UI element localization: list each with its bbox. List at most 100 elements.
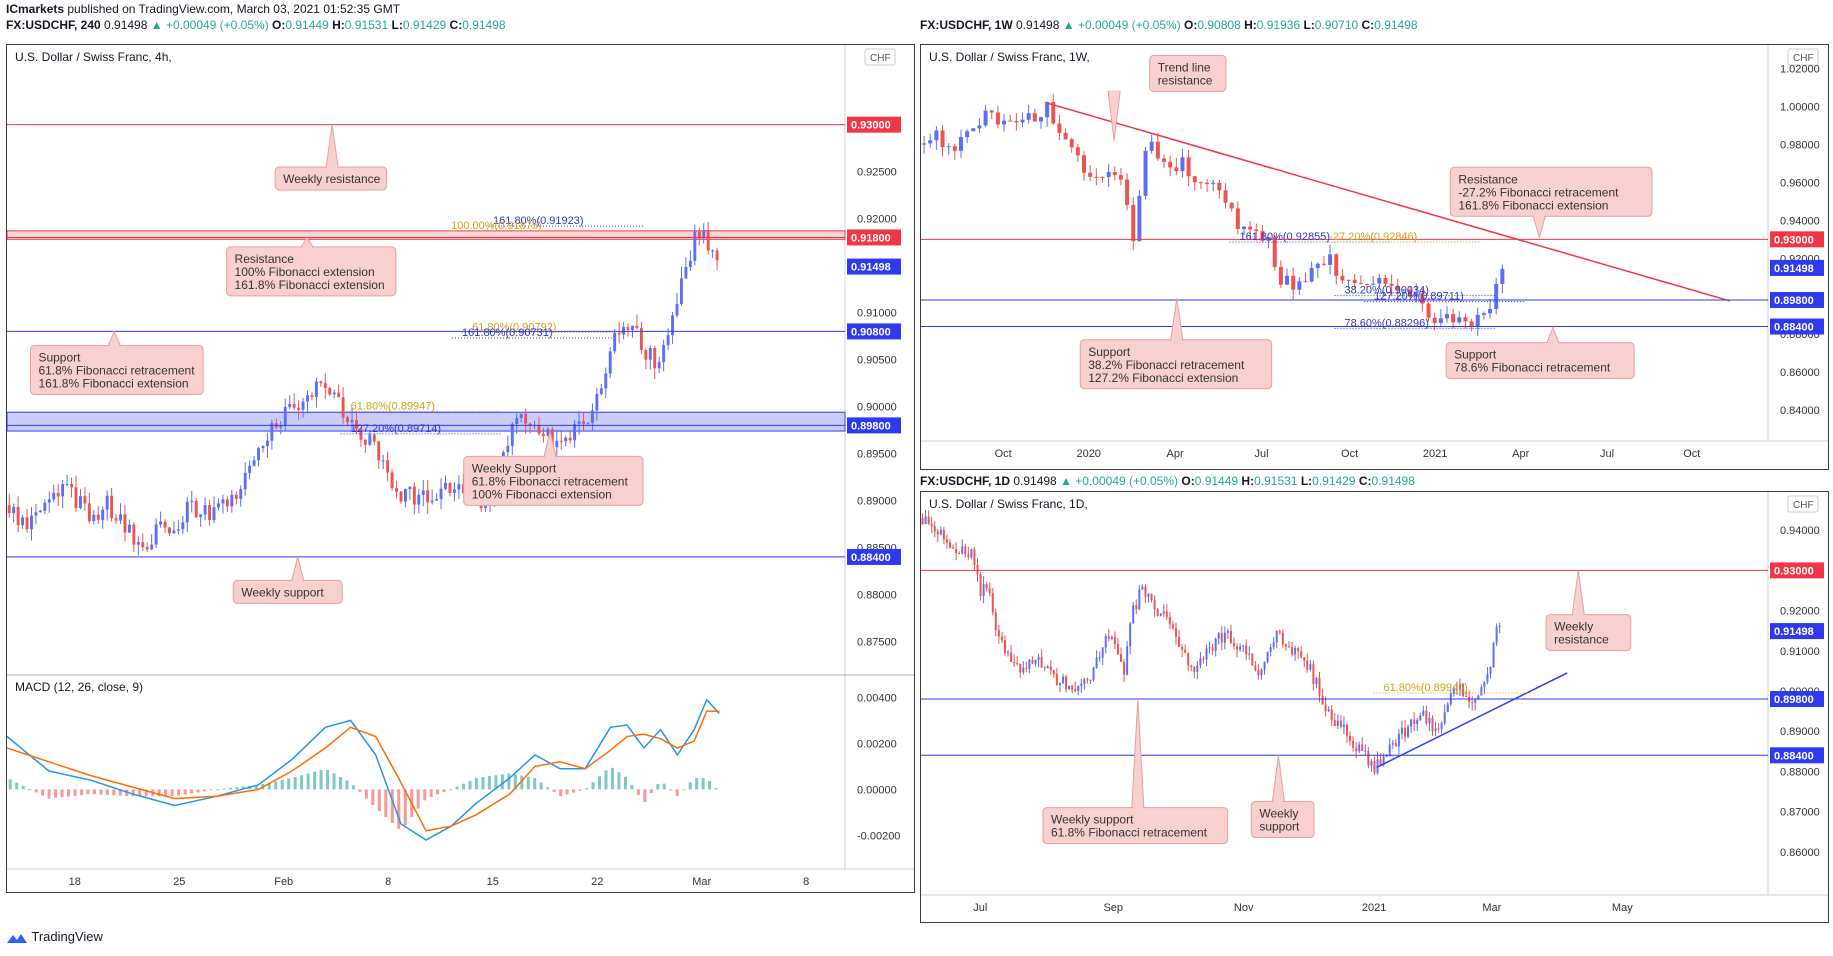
- candle-body: [1171, 624, 1174, 628]
- candle-body: [1474, 698, 1477, 703]
- candle-body: [1180, 157, 1185, 172]
- candle-body: [1080, 683, 1083, 686]
- candle-body: [1016, 663, 1019, 665]
- last-price: 0.91498: [1010, 474, 1061, 488]
- candle-body: [952, 547, 955, 549]
- candle-body: [971, 128, 976, 132]
- candle-body: [519, 413, 523, 419]
- callout-text: Support: [38, 351, 81, 365]
- candle-body: [928, 140, 933, 144]
- candle-body: [1236, 646, 1239, 650]
- tradingview-logo[interactable]: TradingView: [6, 929, 103, 945]
- low-label: L:: [1300, 474, 1313, 488]
- y-tick-label: 0.92500: [857, 167, 897, 179]
- candle-body: [1251, 653, 1254, 666]
- macd-histogram-bar: [610, 767, 614, 790]
- candle-body: [1223, 632, 1226, 643]
- candle-body: [1440, 723, 1443, 730]
- candle-body: [65, 483, 69, 485]
- candle-body: [1137, 195, 1142, 242]
- candle-body: [1358, 744, 1361, 752]
- macd-histogram-bar: [474, 777, 478, 790]
- candle-body: [265, 440, 269, 447]
- candle-body: [56, 492, 60, 497]
- macd-histogram-bar: [494, 775, 498, 790]
- candle-body: [702, 230, 706, 239]
- macd-histogram-bar: [513, 774, 517, 790]
- candle-body: [341, 397, 345, 418]
- x-tick-label: Oct: [1683, 448, 1700, 460]
- y-tick-label: 0.89500: [857, 449, 897, 461]
- candle-body: [1214, 638, 1217, 651]
- candle-body: [1306, 660, 1309, 670]
- symbol-header-4h: FX:USDCHF, 240 0.91498 ▲ +0.00049 (+0.05…: [6, 18, 506, 32]
- candle-body: [1014, 121, 1019, 123]
- currency-label-w1: CHF: [1793, 53, 1814, 64]
- candle-body: [573, 423, 577, 441]
- candle-body: [181, 522, 185, 530]
- candle-body: [537, 425, 541, 434]
- x-tick-label: Jul: [1254, 448, 1268, 460]
- candle-body: [1019, 663, 1022, 673]
- candle-body: [927, 516, 930, 524]
- candle-body: [1330, 709, 1333, 721]
- currency-box-h4: [864, 48, 896, 66]
- candle-body: [942, 529, 945, 540]
- candle-body: [955, 548, 958, 553]
- candle-body: [1266, 651, 1269, 663]
- candle-body: [1187, 653, 1190, 666]
- callout-text: 38.2% Fibonacci retracement: [1088, 358, 1245, 372]
- fib-level-label: 61.80%(0.90792): [472, 321, 556, 333]
- macd-histogram-bar: [429, 789, 433, 797]
- x-tick-label: 8: [803, 876, 809, 888]
- macd-histogram-bar: [572, 789, 576, 793]
- y-tick-label: 0.92000: [1780, 606, 1820, 618]
- candle-body: [346, 417, 350, 423]
- macd-histogram-bar: [708, 781, 712, 790]
- candle-body: [439, 488, 443, 500]
- level-price-tag: [1770, 747, 1824, 764]
- candle-body: [1471, 702, 1474, 704]
- candle-body: [1312, 664, 1315, 684]
- candle-body: [1452, 688, 1455, 694]
- y-tick-label: 0.98000: [1780, 140, 1820, 152]
- callout-text: 78.6% Fibonacci retracement: [1454, 361, 1611, 375]
- macd-histogram-bar: [669, 789, 673, 791]
- candle-body: [1349, 735, 1352, 741]
- candle-body: [1058, 682, 1061, 686]
- candle-body: [145, 547, 149, 550]
- candle-body: [958, 137, 963, 151]
- candle-body: [1074, 689, 1077, 692]
- chart-1w-svg[interactable]: U.S. Dollar / Swiss Franc, 1W, CHF1.02000…: [921, 45, 1828, 469]
- chart-panel-4h[interactable]: U.S. Dollar / Swiss Franc, 4h, CHF 0.92500…: [6, 44, 915, 893]
- candle-body: [21, 517, 25, 526]
- level-price-label: 0.91498: [1774, 263, 1814, 275]
- high-label: H:: [1241, 474, 1255, 488]
- level-price-tag: [1770, 231, 1824, 248]
- candle-body: [1477, 695, 1480, 699]
- macd-histogram-bar: [403, 789, 407, 826]
- fib-level-label: 38.20%(0.90034): [1345, 285, 1429, 297]
- candle-body: [395, 487, 398, 492]
- macd-histogram-bar: [300, 775, 304, 790]
- candle-body: [1198, 182, 1203, 184]
- macd-histogram-bar: [112, 789, 116, 796]
- macd-histogram-bar: [73, 789, 77, 796]
- callout-box: [1545, 614, 1632, 652]
- open-label: O:: [1181, 474, 1195, 488]
- candle-body: [1272, 642, 1275, 648]
- candle-body: [693, 231, 697, 261]
- chart-1d-svg[interactable]: U.S. Dollar / Swiss Franc, 1D, CHF 0.94000…: [921, 492, 1828, 922]
- x-tick-label: 15: [487, 876, 499, 888]
- x-tick-label: Jul: [973, 902, 987, 914]
- candle-body: [1303, 281, 1308, 283]
- callout-pointer: [1131, 699, 1145, 809]
- level-price-tag: [847, 229, 901, 246]
- chart-4h-svg[interactable]: U.S. Dollar / Swiss Franc, 4h, CHF 0.92500…: [7, 45, 914, 892]
- macd-histogram-bar: [41, 789, 45, 796]
- candle-body: [92, 514, 96, 522]
- candle-body: [319, 381, 323, 384]
- chart-panel-1d[interactable]: U.S. Dollar / Swiss Franc, 1D, CHF 0.94000…: [920, 491, 1829, 923]
- chart-panel-1w[interactable]: U.S. Dollar / Swiss Franc, 1W, CHF 1.02000…: [920, 44, 1829, 470]
